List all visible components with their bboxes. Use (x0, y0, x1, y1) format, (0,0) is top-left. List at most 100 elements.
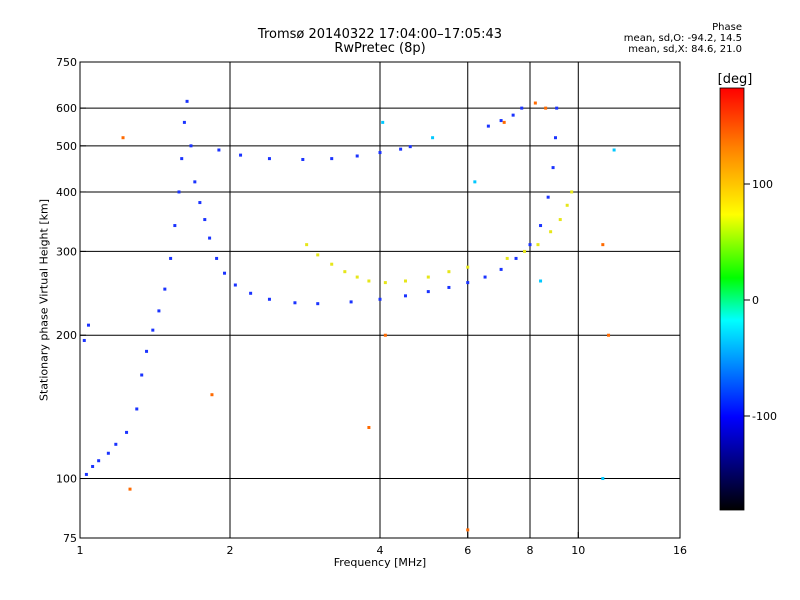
data-point (466, 281, 470, 285)
x-tick-label: 10 (571, 544, 585, 557)
data-point (549, 230, 553, 234)
data-point (553, 136, 557, 140)
y-tick-label: 750 (56, 56, 77, 69)
data-point (355, 275, 359, 279)
data-point (121, 136, 125, 140)
data-point (486, 124, 490, 128)
chart-title: Tromsø 20140322 17:04:00–17:05:43 (257, 27, 503, 42)
data-point (189, 144, 193, 148)
data-point (520, 106, 524, 110)
data-point (367, 425, 371, 429)
data-point (551, 166, 555, 170)
data-point (399, 147, 403, 151)
y-axis-label: Stationary phase Virtual Height [km] (37, 198, 51, 402)
data-point (249, 291, 253, 295)
data-point (367, 279, 371, 283)
data-point (466, 528, 470, 532)
data-point (555, 106, 559, 110)
data-point (198, 201, 202, 205)
data-point (82, 338, 86, 342)
data-point (447, 285, 451, 289)
colorbar-tick-label: 0 (752, 294, 759, 307)
data-point (607, 333, 611, 337)
phase-heading: Phase (712, 22, 742, 33)
data-point (426, 275, 430, 279)
y-tick-label: 400 (56, 186, 77, 199)
data-point (140, 373, 144, 377)
data-point (193, 180, 197, 184)
x-axis-label: Frequency [MHz] (333, 556, 427, 569)
data-point (203, 218, 207, 222)
data-point (483, 275, 487, 279)
data-point (499, 267, 503, 271)
y-tick-label: 100 (56, 473, 77, 486)
data-point (215, 256, 219, 260)
colorbar-tick-label: 100 (752, 178, 773, 191)
data-point (528, 243, 532, 247)
data-point (533, 101, 537, 105)
data-point (217, 148, 221, 152)
data-point (403, 294, 407, 298)
data-point (145, 349, 149, 353)
data-point (293, 301, 297, 305)
data-point (473, 180, 477, 184)
data-point (305, 243, 309, 247)
colorbar (719, 87, 745, 511)
data-point (106, 451, 110, 455)
data-point (185, 99, 189, 103)
phase-x-stats: mean, sd,X: 84.6, 21.0 (628, 44, 742, 55)
colorbar-tick-label: -100 (752, 410, 777, 423)
data-point (514, 256, 518, 260)
data-point (97, 459, 101, 463)
data-point (151, 328, 155, 332)
data-point (114, 442, 118, 446)
y-tick-label: 75 (63, 532, 77, 545)
data-point (316, 253, 320, 257)
data-point (539, 279, 543, 283)
data-point (383, 333, 387, 337)
data-point (499, 119, 503, 123)
x-tick-label: 1 (77, 544, 84, 557)
data-point (233, 283, 237, 287)
data-point (403, 279, 407, 283)
chart-subtitle: RwPretec (8p) (334, 41, 426, 56)
x-tick-label: 8 (527, 544, 534, 557)
data-point (135, 407, 139, 411)
data-point (505, 256, 509, 260)
data-point (128, 487, 132, 491)
x-axis-ticks: 1 2 4 6 8 10 16 (77, 532, 687, 557)
data-point (316, 302, 320, 306)
data-point (267, 297, 271, 301)
data-point (558, 218, 562, 222)
x-tick-label: 2 (227, 544, 234, 557)
data-point (408, 145, 412, 149)
data-point (355, 154, 359, 158)
data-point (601, 243, 605, 247)
data-point (426, 290, 430, 294)
data-point (208, 236, 212, 240)
y-tick-label: 600 (56, 102, 77, 115)
data-point (601, 477, 605, 481)
data-point (536, 243, 540, 247)
y-axis-ticks: 75 100 200 300 400 500 600 750 (56, 56, 86, 545)
data-point (523, 249, 527, 253)
y-tick-label: 500 (56, 140, 77, 153)
phase-o-stats: mean, sd,O: -94.2, 14.5 (623, 33, 742, 44)
data-point (612, 148, 616, 152)
data-point (330, 262, 334, 266)
data-points (82, 99, 616, 532)
data-point (539, 224, 543, 228)
data-point (86, 323, 90, 327)
data-point (210, 393, 214, 397)
data-point (239, 153, 243, 157)
data-point (544, 106, 548, 110)
data-point (267, 157, 271, 161)
x-tick-label: 4 (377, 544, 384, 557)
data-point (163, 287, 167, 291)
data-point (182, 120, 186, 124)
data-point (223, 271, 227, 275)
data-point (330, 157, 334, 161)
data-point (180, 157, 184, 161)
data-point (173, 224, 177, 228)
